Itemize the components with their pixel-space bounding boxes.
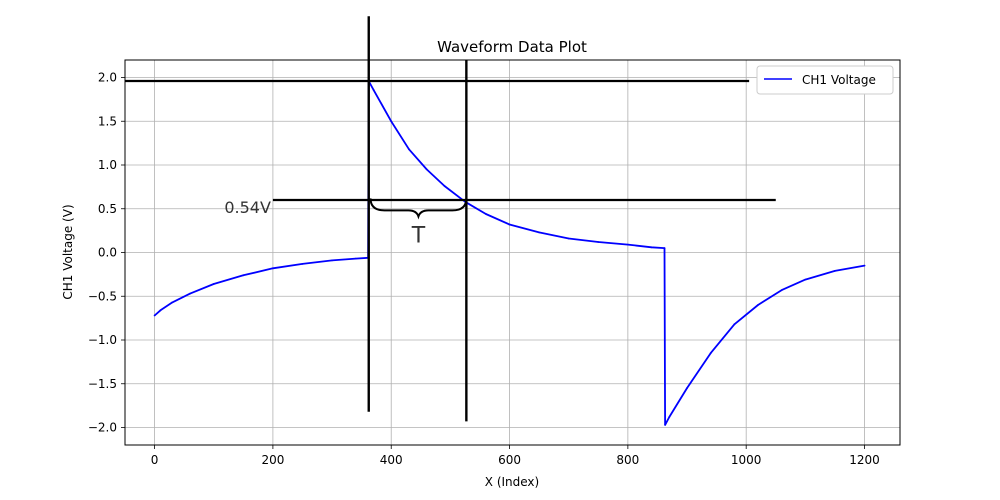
x-tick-label: 200 <box>261 453 284 467</box>
y-tick-label: 1.0 <box>98 158 117 172</box>
x-tick-label: 1200 <box>849 453 880 467</box>
data-point <box>272 267 274 270</box>
x-axis-label: X (Index) <box>485 475 539 489</box>
data-point <box>804 278 807 281</box>
x-tick-label: 0 <box>151 453 159 467</box>
legend-label-ch1: CH1 Voltage <box>802 73 876 87</box>
data-point <box>390 120 393 123</box>
y-tick-label: 0.0 <box>98 246 117 260</box>
annotation-period-label: T <box>411 223 426 248</box>
x-tick-label: 600 <box>498 453 521 467</box>
data-point <box>372 88 375 91</box>
annotation-level-label: 0.54V <box>224 198 271 217</box>
data-point <box>354 257 357 260</box>
data-point <box>538 231 540 234</box>
data-point <box>331 259 333 262</box>
data-point <box>443 185 446 187</box>
annotation-period-brace <box>369 198 468 220</box>
data-point <box>301 263 304 265</box>
y-tick-label: −0.5 <box>88 289 117 303</box>
data-point <box>733 323 736 326</box>
y-axis-ticks: −2.0 −1.5 −1.0 −0.5 0.0 0.5 1.0 1.5 2.0 <box>88 71 125 435</box>
annotation-layer: 0.54V T <box>125 16 776 422</box>
data-point <box>627 243 629 246</box>
legend: CH1 Voltage <box>756 65 894 95</box>
data-point <box>863 264 866 267</box>
data-point <box>153 314 156 317</box>
y-tick-label: 2.0 <box>98 71 117 85</box>
y-tick-label: −1.5 <box>88 377 117 391</box>
data-point <box>171 301 174 304</box>
data-point <box>597 241 600 243</box>
data-point <box>663 247 666 250</box>
data-point <box>425 168 428 171</box>
data-point <box>485 213 487 215</box>
data-point <box>709 352 712 354</box>
series-line-ch1 <box>154 80 865 426</box>
data-point <box>567 237 570 240</box>
data-point <box>686 387 688 389</box>
data-point <box>650 246 653 249</box>
legend-box <box>756 65 894 95</box>
data-point <box>834 270 836 272</box>
x-tick-label: 400 <box>380 453 403 467</box>
y-axis-label: CH1 Voltage (V) <box>61 204 75 299</box>
chart-title: Waveform Data Plot <box>437 38 587 56</box>
x-axis-ticks: 0 200 400 600 800 1000 1200 <box>151 445 880 467</box>
data-point <box>757 304 759 306</box>
data-point <box>242 274 245 277</box>
y-tick-label: −1.0 <box>88 333 117 347</box>
data-point <box>189 292 192 295</box>
data-point <box>780 289 783 291</box>
y-tick-label: 0.5 <box>98 202 117 216</box>
data-point <box>508 223 511 226</box>
data-point <box>159 309 162 312</box>
data-point <box>408 148 410 151</box>
y-tick-label: −2.0 <box>88 421 117 435</box>
x-tick-label: 1000 <box>731 453 762 467</box>
x-tick-label: 800 <box>616 453 639 467</box>
data-point <box>212 283 215 285</box>
y-tick-label: 1.5 <box>98 114 117 128</box>
data-point <box>668 416 671 418</box>
data-point <box>664 424 666 426</box>
